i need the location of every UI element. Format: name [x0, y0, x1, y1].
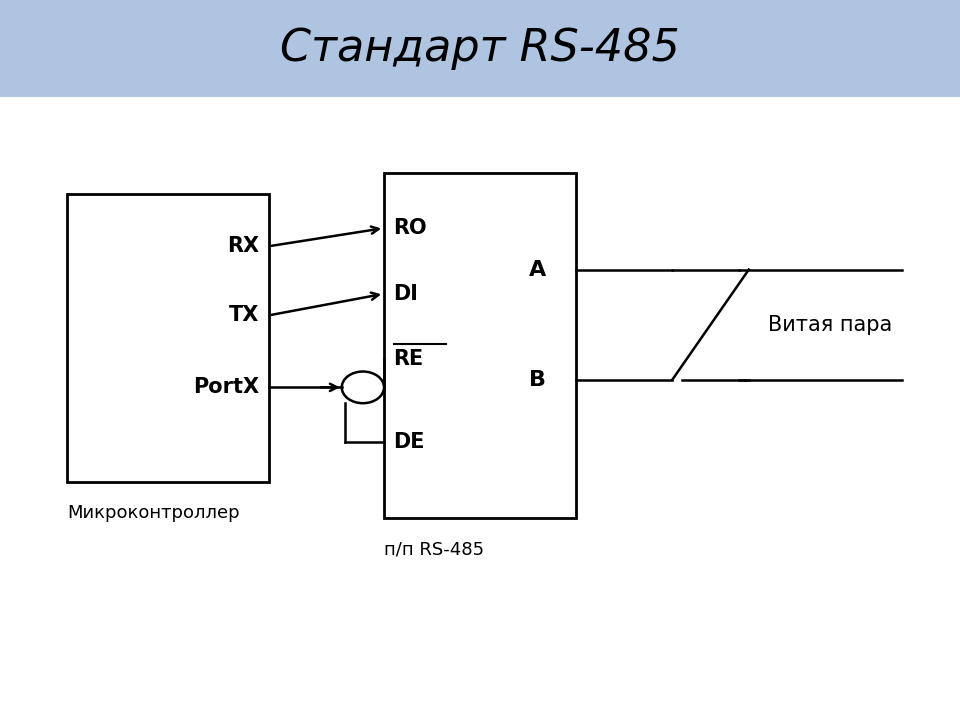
Text: A: A	[529, 260, 546, 279]
Text: Витая пара: Витая пара	[768, 315, 892, 335]
Text: TX: TX	[228, 305, 259, 325]
Bar	[384, 173, 576, 518]
Text: PortX: PortX	[193, 377, 259, 397]
Text: RX: RX	[228, 236, 259, 256]
Text: RO: RO	[394, 218, 427, 238]
Text: RE: RE	[394, 349, 424, 369]
Bar	[0, 0, 960, 97]
Text: Микроконтроллер: Микроконтроллер	[67, 504, 240, 522]
Text: DI: DI	[394, 284, 419, 304]
Text: DE: DE	[394, 433, 425, 452]
Text: B: B	[529, 370, 546, 390]
Text: Стандарт RS-485: Стандарт RS-485	[280, 27, 680, 70]
Text: п/п RS-485: п/п RS-485	[384, 540, 484, 558]
Bar	[67, 194, 269, 482]
